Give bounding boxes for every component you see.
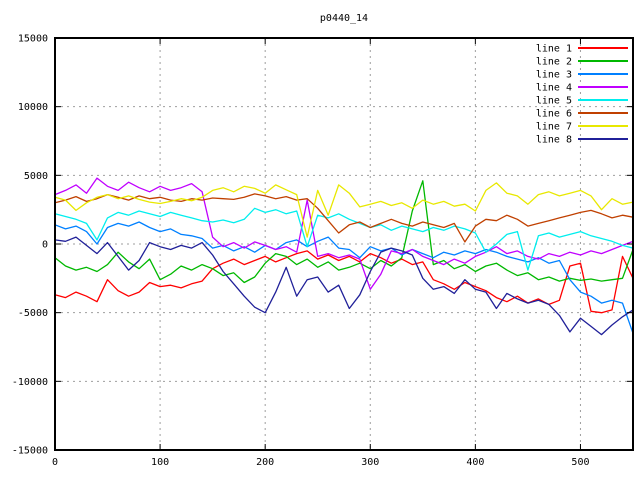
legend-label: line 4 xyxy=(536,83,572,94)
y-tick-label: -10000 xyxy=(12,377,48,388)
legend-label: line 8 xyxy=(536,135,572,146)
legend-label: line 6 xyxy=(536,109,572,120)
legend: line 1 line 2 line 3 line 4 line 5 line 6 line… xyxy=(536,44,628,146)
series-line-1 xyxy=(54,250,634,314)
y-tick-label: -15000 xyxy=(12,446,48,457)
y-tick-label: 15000 xyxy=(18,34,48,45)
series-line-4 xyxy=(54,177,634,290)
legend-label: line 5 xyxy=(536,96,572,107)
chart-title: p0440_14 xyxy=(320,13,368,24)
legend-entry: line 6 xyxy=(536,109,628,120)
legend-entry: line 3 xyxy=(536,70,628,81)
series-line-6 xyxy=(54,193,634,243)
x-tick-label: 300 xyxy=(361,457,379,468)
y-tick-label: 5000 xyxy=(24,171,48,182)
legend-label: line 3 xyxy=(536,70,572,81)
series-line-7 xyxy=(54,182,634,238)
legend-label: line 1 xyxy=(536,44,572,55)
x-tick-label: 400 xyxy=(466,457,484,468)
legend-label: line 7 xyxy=(536,122,572,133)
x-tick-label: 100 xyxy=(151,457,169,468)
legend-label: line 2 xyxy=(536,57,572,68)
legend-entry: line 7 xyxy=(536,122,628,133)
grid-lines xyxy=(55,38,633,450)
legend-entry: line 1 xyxy=(536,44,628,55)
y-tick-label: -5000 xyxy=(18,308,48,319)
x-tick-label: 200 xyxy=(256,457,274,468)
y-tick-label: 0 xyxy=(42,240,48,251)
axis-tick-labels: 0 100 200 300 400 500 -15000 -10000 -5000 0 5000 10… xyxy=(12,34,590,469)
plot-border xyxy=(54,37,634,451)
x-tick-label: 0 xyxy=(52,457,58,468)
x-tick-label: 500 xyxy=(571,457,589,468)
legend-entry: line 4 xyxy=(536,83,628,94)
legend-entry: line 2 xyxy=(536,57,628,68)
series-line-8 xyxy=(54,236,634,336)
series-line-5 xyxy=(54,207,634,271)
series-line-2 xyxy=(54,180,634,284)
legend-entry: line 5 xyxy=(536,96,628,107)
data-series xyxy=(54,177,634,336)
y-tick-label: 10000 xyxy=(18,102,48,113)
legend-entry: line 8 xyxy=(536,135,628,146)
